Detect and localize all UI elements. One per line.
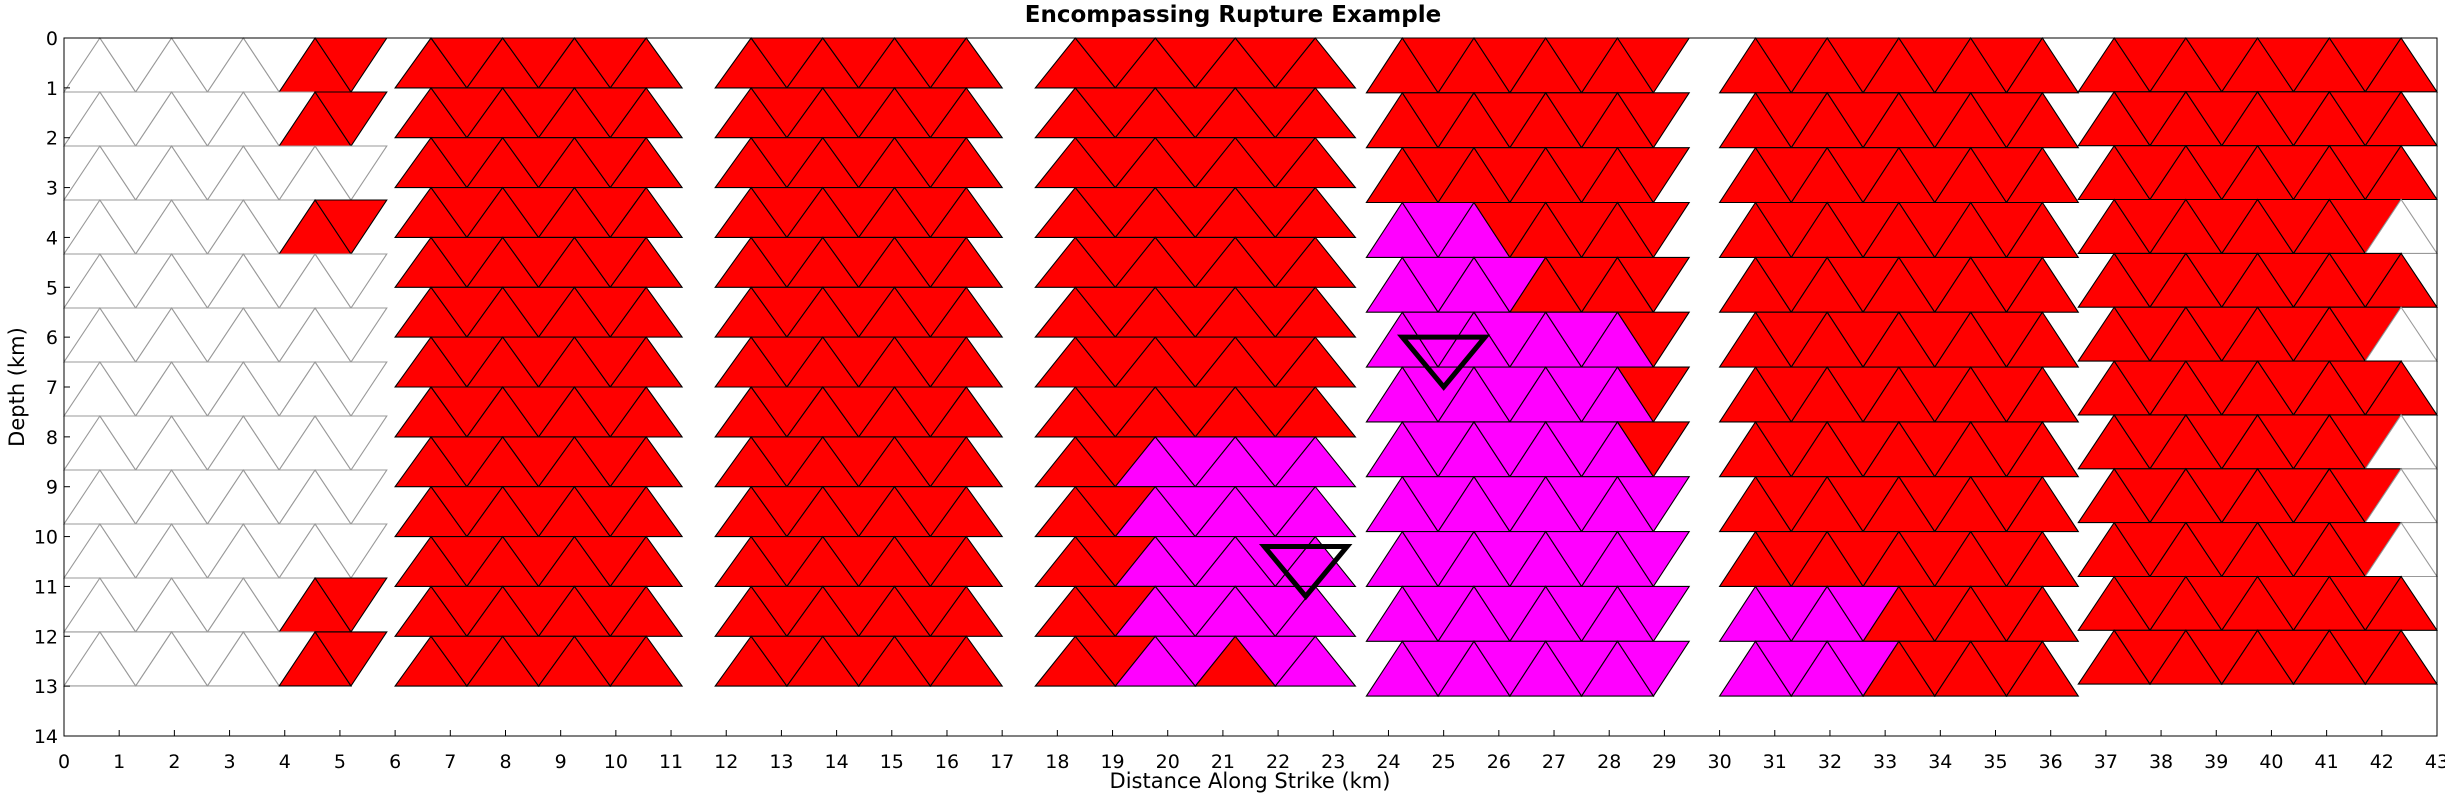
y-tick-label: 3: [46, 178, 58, 200]
x-tick-label: 5: [334, 751, 346, 773]
y-axis-label: Depth (km): [5, 327, 29, 447]
mesh-triangle: [1616, 201, 1691, 259]
x-tick-label: 35: [1983, 751, 2007, 773]
x-tick-label: 33: [1873, 751, 1897, 773]
mesh-triangle: [314, 145, 388, 201]
x-axis: 0 1 2 3 4 5 6 7 8 9 10 11 12 13 14 15 16 17 18 19 20 21 22 23 24…: [58, 730, 2445, 773]
mesh-triangle: [609, 635, 684, 687]
x-tick-label: 15: [880, 751, 904, 773]
chart-title: Encompassing Rupture Example: [1025, 2, 1441, 28]
x-tick-label: 21: [1211, 751, 1235, 773]
x-tick-label: 2: [168, 751, 180, 773]
x-tick-label: 9: [555, 751, 567, 773]
mesh-triangle: [314, 253, 388, 309]
mesh-triangle: [314, 307, 388, 363]
mesh-triangle: [1616, 256, 1691, 314]
mesh-triangle: [2005, 640, 2080, 697]
y-tick-label: 12: [34, 626, 58, 648]
x-tick-label: 16: [935, 751, 959, 773]
mesh-triangle: [2364, 629, 2439, 685]
mesh-triangle: [1616, 366, 1691, 423]
mesh-triangle: [314, 91, 388, 147]
y-tick-label: 6: [46, 327, 58, 349]
x-tick-label: 1: [113, 751, 125, 773]
y-tick-label: 2: [46, 128, 58, 150]
x-tick-label: 25: [1432, 751, 1456, 773]
x-tick-label: 20: [1156, 751, 1180, 773]
x-tick-label: 19: [1100, 751, 1124, 773]
x-tick-label: 43: [2425, 751, 2445, 773]
x-tick-label: 8: [499, 751, 511, 773]
mesh-triangle: [1616, 147, 1691, 204]
x-tick-label: 26: [1487, 751, 1511, 773]
x-tick-label: 7: [444, 751, 456, 773]
x-tick-label: 29: [1652, 751, 1676, 773]
mesh-triangle: [1616, 640, 1691, 698]
x-tick-label: 3: [224, 751, 236, 773]
x-tick-label: 0: [58, 751, 70, 773]
mesh-triangle: [314, 469, 388, 525]
x-tick-label: 17: [990, 751, 1014, 773]
mesh-triangle: [1616, 421, 1691, 478]
x-tick-label: 32: [1818, 751, 1842, 773]
x-tick-label: 38: [2149, 751, 2173, 773]
mesh-triangle: [1616, 311, 1691, 369]
x-tick-label: 22: [1266, 751, 1290, 773]
x-tick-label: 28: [1597, 751, 1621, 773]
mesh-triangle: [1274, 635, 1357, 687]
x-tick-label: 42: [2370, 751, 2394, 773]
y-tick-label: 11: [34, 576, 58, 598]
x-tick-label: 11: [659, 751, 683, 773]
x-tick-label: 6: [389, 751, 401, 773]
mesh-triangle: [1616, 531, 1691, 588]
x-tick-label: 24: [1376, 751, 1400, 773]
mesh-triangle: [314, 577, 388, 633]
triangle-mesh: [62, 36, 2439, 698]
y-tick-label: 13: [34, 676, 58, 698]
x-tick-label: 13: [769, 751, 793, 773]
x-tick-label: 37: [2094, 751, 2118, 773]
y-tick-label: 0: [46, 28, 58, 50]
x-tick-label: 4: [279, 751, 291, 773]
mesh-triangle: [1616, 585, 1691, 643]
y-tick-label: 1: [46, 78, 58, 100]
x-tick-label: 31: [1763, 751, 1787, 773]
x-tick-label: 12: [714, 751, 738, 773]
x-tick-label: 36: [2039, 751, 2063, 773]
x-tick-label: 14: [825, 751, 849, 773]
hypocenter-marker: [1258, 544, 1353, 601]
mesh-triangle: [1616, 92, 1691, 149]
mesh-triangle: [1616, 476, 1691, 533]
mesh-triangle: [314, 199, 388, 255]
x-tick-label: 27: [1542, 751, 1566, 773]
x-tick-label: 23: [1321, 751, 1345, 773]
mesh-triangle: [314, 361, 388, 417]
y-tick-label: 14: [34, 726, 58, 748]
y-tick-label: 4: [46, 227, 58, 249]
x-tick-label: 18: [1045, 751, 1069, 773]
x-tick-label: 40: [2259, 751, 2283, 773]
x-axis-label: Distance Along Strike (km): [1110, 769, 1391, 793]
hypocenter-markers: [1258, 334, 1491, 601]
y-tick-label: 10: [34, 527, 58, 549]
x-tick-label: 41: [2315, 751, 2339, 773]
hypocenter-marker: [1396, 334, 1491, 391]
mesh-triangle: [314, 523, 388, 579]
mesh-triangle: [929, 635, 1004, 687]
y-tick-label: 5: [46, 277, 58, 299]
x-tick-label: 39: [2204, 751, 2228, 773]
y-tick-label: 9: [46, 477, 58, 499]
y-tick-label: 8: [46, 427, 58, 449]
mesh-triangle: [314, 631, 388, 687]
mesh-triangle: [314, 415, 388, 471]
y-tick-label: 7: [46, 377, 58, 399]
x-tick-label: 30: [1707, 751, 1731, 773]
x-tick-label: 10: [604, 751, 628, 773]
x-tick-label: 34: [1928, 751, 1952, 773]
